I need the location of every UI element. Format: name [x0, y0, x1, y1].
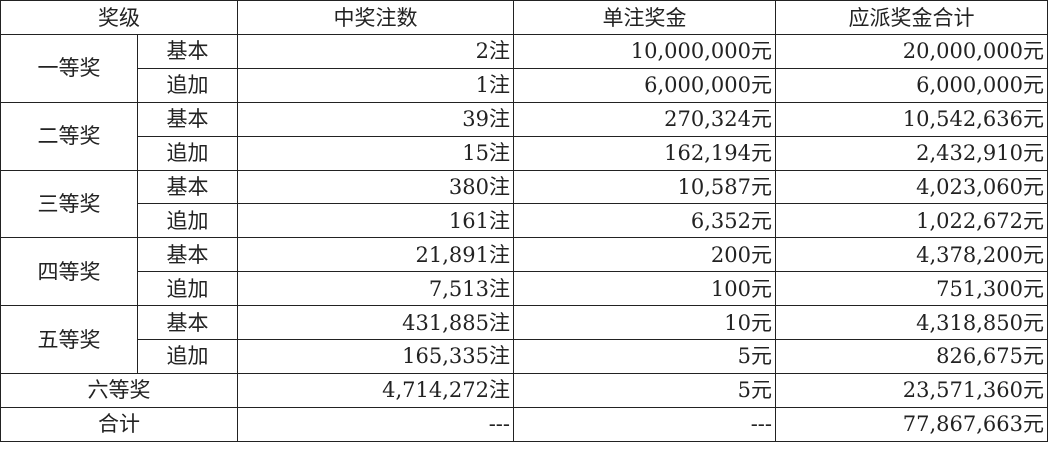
winning-count: 15注	[237, 135, 514, 171]
total-prize: 4,378,200元	[775, 237, 1048, 273]
unit-prize: 162,194元	[513, 135, 776, 171]
header-total: 应派奖金合计	[775, 0, 1048, 35]
sum-label: 合计	[0, 406, 238, 442]
table-row: 追加 7,513注 100元 751,300元	[1, 271, 1048, 307]
total-prize: 6,000,000元	[775, 67, 1048, 103]
table-row: 追加 1注 6,000,000元 6,000,000元	[1, 67, 1048, 103]
winning-count: 161注	[237, 203, 514, 239]
bet-type: 基本	[137, 237, 238, 273]
header-count: 中奖注数	[237, 0, 514, 35]
bet-type: 基本	[137, 34, 238, 69]
winning-count: 380注	[237, 169, 514, 205]
unit-prize: 6,000,000元	[513, 67, 776, 103]
header-row: 奖级 中奖注数 单注奖金 应派奖金合计	[0, 0, 1048, 35]
bet-type: 基本	[137, 169, 238, 205]
bet-type: 追加	[137, 135, 238, 171]
unit-prize: 10,000,000元	[513, 34, 776, 69]
winning-count: 431,885注	[237, 305, 514, 341]
unit-prize: 100元	[513, 271, 776, 307]
winning-count: 39注	[237, 101, 514, 137]
prize-table: 奖级 中奖注数 单注奖金 应派奖金合计 一等奖 基本 2注 10,000,000元 20,000…	[0, 0, 1048, 442]
total-prize: 2,432,910元	[775, 135, 1048, 171]
prize-level: 六等奖	[0, 372, 238, 408]
total-prize: 20,000,000元	[775, 34, 1048, 69]
bet-type: 追加	[137, 271, 238, 307]
total-prize: 751,300元	[775, 271, 1048, 307]
sum-row: 合计 --- --- 77,867,663元	[0, 406, 1048, 442]
unit-prize: 10元	[513, 305, 776, 341]
prize-level: 一等奖	[0, 34, 138, 103]
unit-prize: 10,587元	[513, 169, 776, 205]
winning-count: 21,891注	[237, 237, 514, 273]
table-row: 追加 161注 6,352元 1,022,672元	[1, 203, 1048, 239]
table-row: 一等奖 基本 2注 10,000,000元 20,000,000元	[0, 34, 1048, 103]
prize-level: 四等奖	[0, 237, 138, 307]
bet-type: 基本	[137, 101, 238, 137]
sum-count: ---	[237, 406, 514, 442]
unit-prize: 6,352元	[513, 203, 776, 239]
unit-prize: 270,324元	[513, 101, 776, 137]
table-row: 二等奖 基本 39注 270,324元 10,542,636元	[0, 101, 1048, 171]
bet-type: 追加	[137, 339, 238, 374]
bet-type: 追加	[137, 203, 238, 239]
header-level: 奖级	[0, 0, 238, 35]
total-prize: 23,571,360元	[775, 372, 1048, 408]
winning-count: 2注	[237, 34, 514, 69]
winning-count: 7,513注	[237, 271, 514, 307]
prize-level: 五等奖	[0, 305, 138, 374]
total-prize: 10,542,636元	[775, 101, 1048, 137]
table-row: 追加 165,335注 5元 826,675元	[1, 339, 1048, 374]
unit-prize: 5元	[513, 372, 776, 408]
sum-unit: ---	[513, 406, 776, 442]
bet-type: 基本	[137, 305, 238, 341]
winning-count: 1注	[237, 67, 514, 103]
total-prize: 826,675元	[775, 339, 1048, 374]
table-row: 三等奖 基本 380注 10,587元 4,023,060元	[0, 169, 1048, 239]
header-unit: 单注奖金	[513, 0, 776, 35]
prize-level: 三等奖	[0, 169, 138, 239]
total-prize: 1,022,672元	[775, 203, 1048, 239]
total-prize: 4,318,850元	[775, 305, 1048, 341]
sum-total: 77,867,663元	[775, 406, 1048, 442]
table-row: 五等奖 基本 431,885注 10元 4,318,850元	[0, 305, 1048, 374]
unit-prize: 5元	[513, 339, 776, 374]
winning-count: 4,714,272注	[237, 372, 514, 408]
table-row: 四等奖 基本 21,891注 200元 4,378,200元	[0, 237, 1048, 307]
table-row: 六等奖 4,714,272注 5元 23,571,360元	[0, 372, 1048, 408]
winning-count: 165,335注	[237, 339, 514, 374]
bet-type: 追加	[137, 67, 238, 103]
table-row: 追加 15注 162,194元 2,432,910元	[1, 135, 1048, 171]
unit-prize: 200元	[513, 237, 776, 273]
prize-level: 二等奖	[0, 101, 138, 171]
total-prize: 4,023,060元	[775, 169, 1048, 205]
